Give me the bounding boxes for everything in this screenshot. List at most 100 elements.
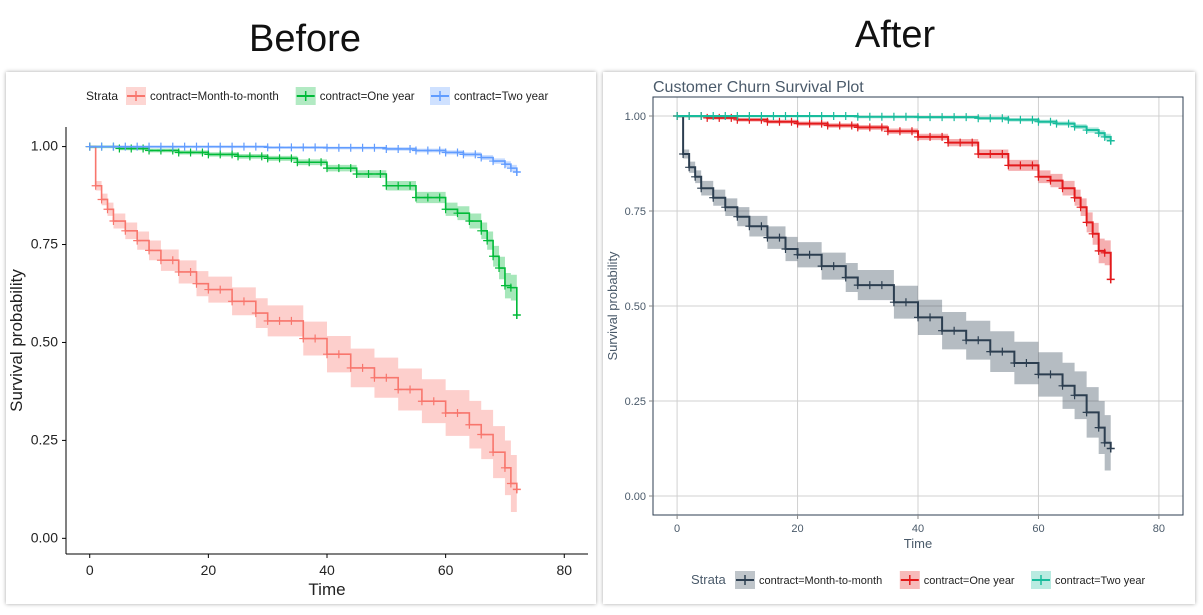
censor-mark xyxy=(1064,119,1073,128)
censor-mark xyxy=(691,172,700,181)
censor-mark xyxy=(986,347,995,356)
after-survival-chart: Customer Churn Survival Plot 0 20 40 60 80 0.0… xyxy=(605,79,1184,589)
censor-mark xyxy=(376,170,385,179)
censor-mark xyxy=(883,127,892,136)
censor-mark xyxy=(489,157,498,166)
censor-mark xyxy=(805,250,814,259)
censor-mark xyxy=(1022,359,1031,367)
censor-mark xyxy=(506,283,515,292)
censor-mark xyxy=(435,193,444,202)
censor-mark xyxy=(745,222,754,231)
censor-mark xyxy=(1070,193,1079,202)
censor-mark xyxy=(423,193,432,202)
series-line xyxy=(677,115,1112,449)
censor-mark xyxy=(465,217,474,226)
censor-mark xyxy=(998,347,1007,356)
censor-mark xyxy=(998,150,1007,158)
censor-mark xyxy=(257,152,266,161)
censor-mark xyxy=(109,142,118,151)
censor-mark xyxy=(968,138,977,147)
censor-mark xyxy=(133,142,142,151)
censor-mark xyxy=(429,397,438,406)
censor-mark xyxy=(769,112,778,120)
y-axis-label: Survival probability xyxy=(7,269,26,412)
censor-mark xyxy=(228,150,237,159)
censor-mark xyxy=(853,112,862,121)
censor-mark xyxy=(853,123,862,132)
x-tick-label: 0 xyxy=(674,523,680,535)
censor-mark xyxy=(877,112,886,121)
y-tick-label: 0.75 xyxy=(31,236,58,252)
censor-mark xyxy=(817,262,826,271)
legend-label: contract=Month-to-month xyxy=(150,91,279,103)
x-tick-label: 60 xyxy=(438,562,454,578)
before-heading: Before xyxy=(249,18,361,60)
censor-mark xyxy=(1034,172,1043,181)
censor-mark xyxy=(204,285,213,294)
censor-mark xyxy=(168,256,177,265)
x-tick-label: 20 xyxy=(201,562,217,578)
censor-mark xyxy=(168,142,177,151)
censor-mark xyxy=(1100,132,1109,141)
censor-mark xyxy=(901,112,910,121)
censor-mark xyxy=(364,170,373,179)
censor-mark xyxy=(895,127,904,136)
censor-mark xyxy=(950,113,959,122)
censor-mark xyxy=(275,154,284,163)
censor-mark xyxy=(1028,115,1037,124)
censor-mark xyxy=(781,245,790,253)
x-tick-label: 60 xyxy=(1032,523,1044,535)
censor-mark xyxy=(346,363,355,372)
censor-mark xyxy=(950,326,959,335)
censor-mark xyxy=(1088,229,1097,238)
censor-mark xyxy=(453,209,462,218)
censor-mark xyxy=(251,142,260,151)
censor-mark xyxy=(115,144,124,153)
censor-mark xyxy=(938,113,947,122)
censor-mark xyxy=(394,385,403,394)
censor-mark xyxy=(1082,408,1091,417)
censor-mark xyxy=(411,146,420,155)
censor-mark xyxy=(489,252,498,261)
censor-mark xyxy=(346,143,355,152)
censor-mark xyxy=(1076,203,1085,212)
censor-mark xyxy=(512,168,521,177)
censor-mark xyxy=(174,148,183,157)
censor-mark xyxy=(382,373,391,382)
censor-mark xyxy=(334,143,343,152)
censor-mark xyxy=(775,117,784,126)
censor-mark xyxy=(673,112,682,120)
censor-mark xyxy=(1100,248,1109,257)
censor-mark xyxy=(489,448,498,457)
censor-mark xyxy=(1058,381,1067,390)
censor-mark xyxy=(1094,129,1103,138)
censor-mark xyxy=(495,264,504,273)
censor-mark xyxy=(709,193,718,202)
y-tick-label: 0.25 xyxy=(625,396,646,408)
censor-mark xyxy=(293,158,302,167)
censor-mark xyxy=(877,123,886,132)
censor-mark xyxy=(275,316,284,325)
censor-mark xyxy=(865,112,874,121)
censor-mark xyxy=(323,350,331,359)
censor-mark xyxy=(793,250,802,259)
censor-mark xyxy=(901,298,910,307)
censor-mark xyxy=(459,150,468,159)
censor-mark xyxy=(1046,176,1055,185)
censor-mark xyxy=(245,152,254,161)
censor-mark xyxy=(216,142,225,151)
censor-mark xyxy=(186,148,195,157)
censor-mark xyxy=(1034,117,1043,126)
censor-mark xyxy=(841,112,850,120)
censor-mark xyxy=(1106,275,1115,284)
censor-mark xyxy=(986,114,995,123)
censor-mark xyxy=(483,236,492,245)
legend-key-cross xyxy=(300,91,311,101)
censor-mark xyxy=(500,281,509,290)
censor-mark xyxy=(435,146,444,155)
censor-mark xyxy=(944,138,953,147)
censor-mark xyxy=(263,154,272,163)
censor-mark xyxy=(287,316,296,325)
censor-mark xyxy=(352,170,361,179)
censor-mark xyxy=(1100,438,1109,447)
